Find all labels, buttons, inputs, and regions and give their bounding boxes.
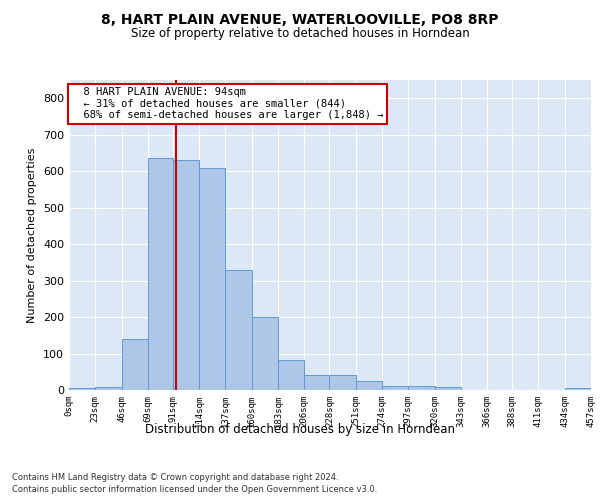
Text: Contains HM Land Registry data © Crown copyright and database right 2024.: Contains HM Land Registry data © Crown c… <box>12 472 338 482</box>
Bar <box>304 376 329 390</box>
Bar <box>122 339 148 390</box>
Bar <box>278 360 304 390</box>
Bar <box>69 388 95 390</box>
Bar <box>95 387 122 390</box>
Bar <box>226 270 252 390</box>
Text: Distribution of detached houses by size in Horndean: Distribution of detached houses by size … <box>145 422 455 436</box>
Bar <box>356 381 382 390</box>
Bar <box>173 160 199 390</box>
Bar <box>382 386 408 390</box>
Text: Size of property relative to detached houses in Horndean: Size of property relative to detached ho… <box>131 28 469 40</box>
Text: 8 HART PLAIN AVENUE: 94sqm
  ← 31% of detached houses are smaller (844)
  68% of: 8 HART PLAIN AVENUE: 94sqm ← 31% of deta… <box>71 88 384 120</box>
Bar <box>434 387 461 390</box>
Bar <box>565 388 591 390</box>
Bar <box>329 376 356 390</box>
Bar <box>252 317 278 390</box>
Bar <box>408 386 434 390</box>
Text: Contains public sector information licensed under the Open Government Licence v3: Contains public sector information licen… <box>12 485 377 494</box>
Bar <box>199 168 226 390</box>
Text: 8, HART PLAIN AVENUE, WATERLOOVILLE, PO8 8RP: 8, HART PLAIN AVENUE, WATERLOOVILLE, PO8… <box>101 12 499 26</box>
Y-axis label: Number of detached properties: Number of detached properties <box>28 148 37 322</box>
Bar <box>148 158 173 390</box>
